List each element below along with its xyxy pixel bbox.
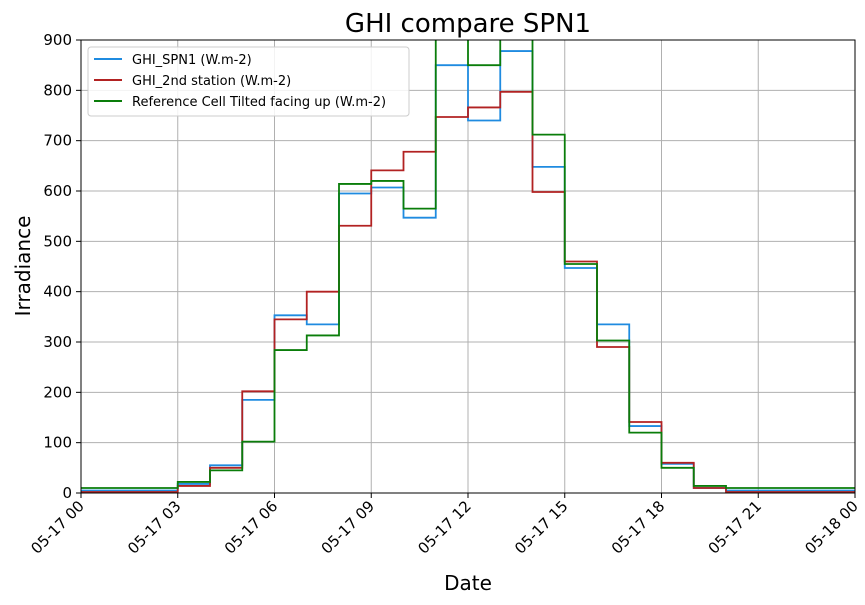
y-tick-label: 300 (43, 333, 72, 351)
x-tick-label: 05-17 00 (27, 497, 87, 557)
x-axis-label: Date (444, 571, 492, 595)
legend-box (87, 46, 410, 117)
y-tick-label: 500 (43, 232, 72, 250)
legend-label: GHI_2nd station (W.m-2) (132, 74, 291, 89)
x-tick-label: 05-17 09 (318, 497, 378, 557)
series-line (81, 40, 855, 489)
x-tick-label: 05-17 03 (124, 497, 184, 557)
y-tick-label: 900 (43, 31, 72, 49)
x-tick-label: 05-17 12 (414, 497, 474, 557)
chart-title: GHI compare SPN1 (345, 9, 591, 39)
legend-label: GHI_SPN1 (W.m-2) (132, 53, 252, 68)
legend-label: Reference Cell Tilted facing up (W.m-2) (132, 95, 386, 110)
y-axis-label: Irradiance (11, 216, 35, 317)
legend: GHI_SPN1 (W.m-2) GHI_2nd station (W.m-2) R… (87, 46, 410, 117)
x-tick-label: 05-18 00 (801, 497, 861, 557)
y-tick-label: 700 (43, 132, 72, 150)
y-tick-label: 100 (43, 434, 72, 452)
y-tick-label: 600 (43, 182, 72, 200)
x-tick-label: 05-17 18 (608, 497, 668, 557)
x-tick-label: 05-17 21 (705, 497, 765, 557)
y-tick-label: 800 (43, 81, 72, 99)
y-tick-label: 200 (43, 383, 72, 401)
y-tick-label: 0 (62, 484, 72, 502)
y-tick-label: 400 (43, 283, 72, 301)
series-lines (81, 40, 855, 493)
x-tick-label: 05-17 06 (221, 497, 281, 557)
x-tick-label: 05-17 15 (511, 497, 571, 557)
